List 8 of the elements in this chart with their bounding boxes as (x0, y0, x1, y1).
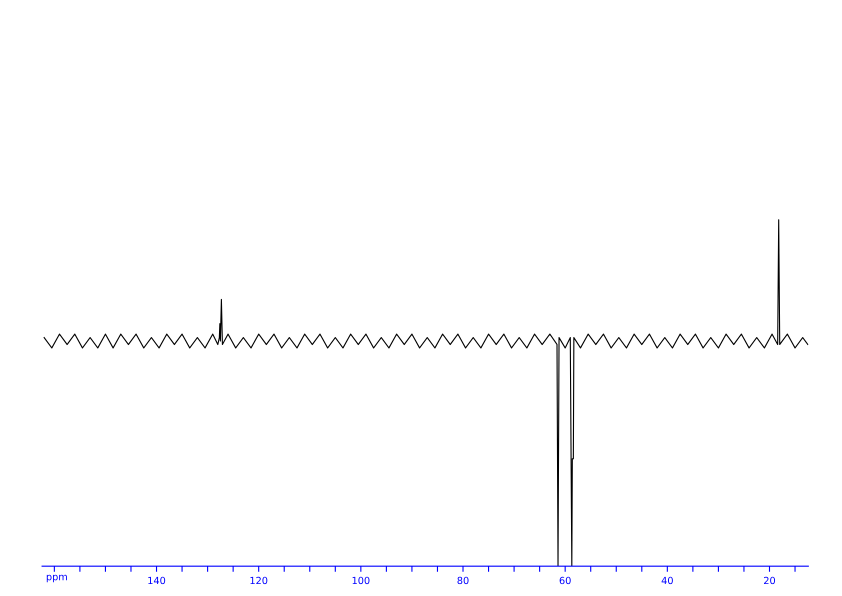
x-tick-label: 80 (457, 576, 469, 584)
x-tick-label: 20 (764, 576, 776, 584)
x-tick-label: 140 (148, 576, 166, 584)
x-axis-title: ppm (46, 574, 67, 582)
x-tick-label: 100 (352, 576, 370, 584)
x-tick-label: 40 (662, 576, 673, 584)
x-tick-label: 120 (250, 576, 268, 584)
x-tick-label: 60 (560, 576, 571, 584)
